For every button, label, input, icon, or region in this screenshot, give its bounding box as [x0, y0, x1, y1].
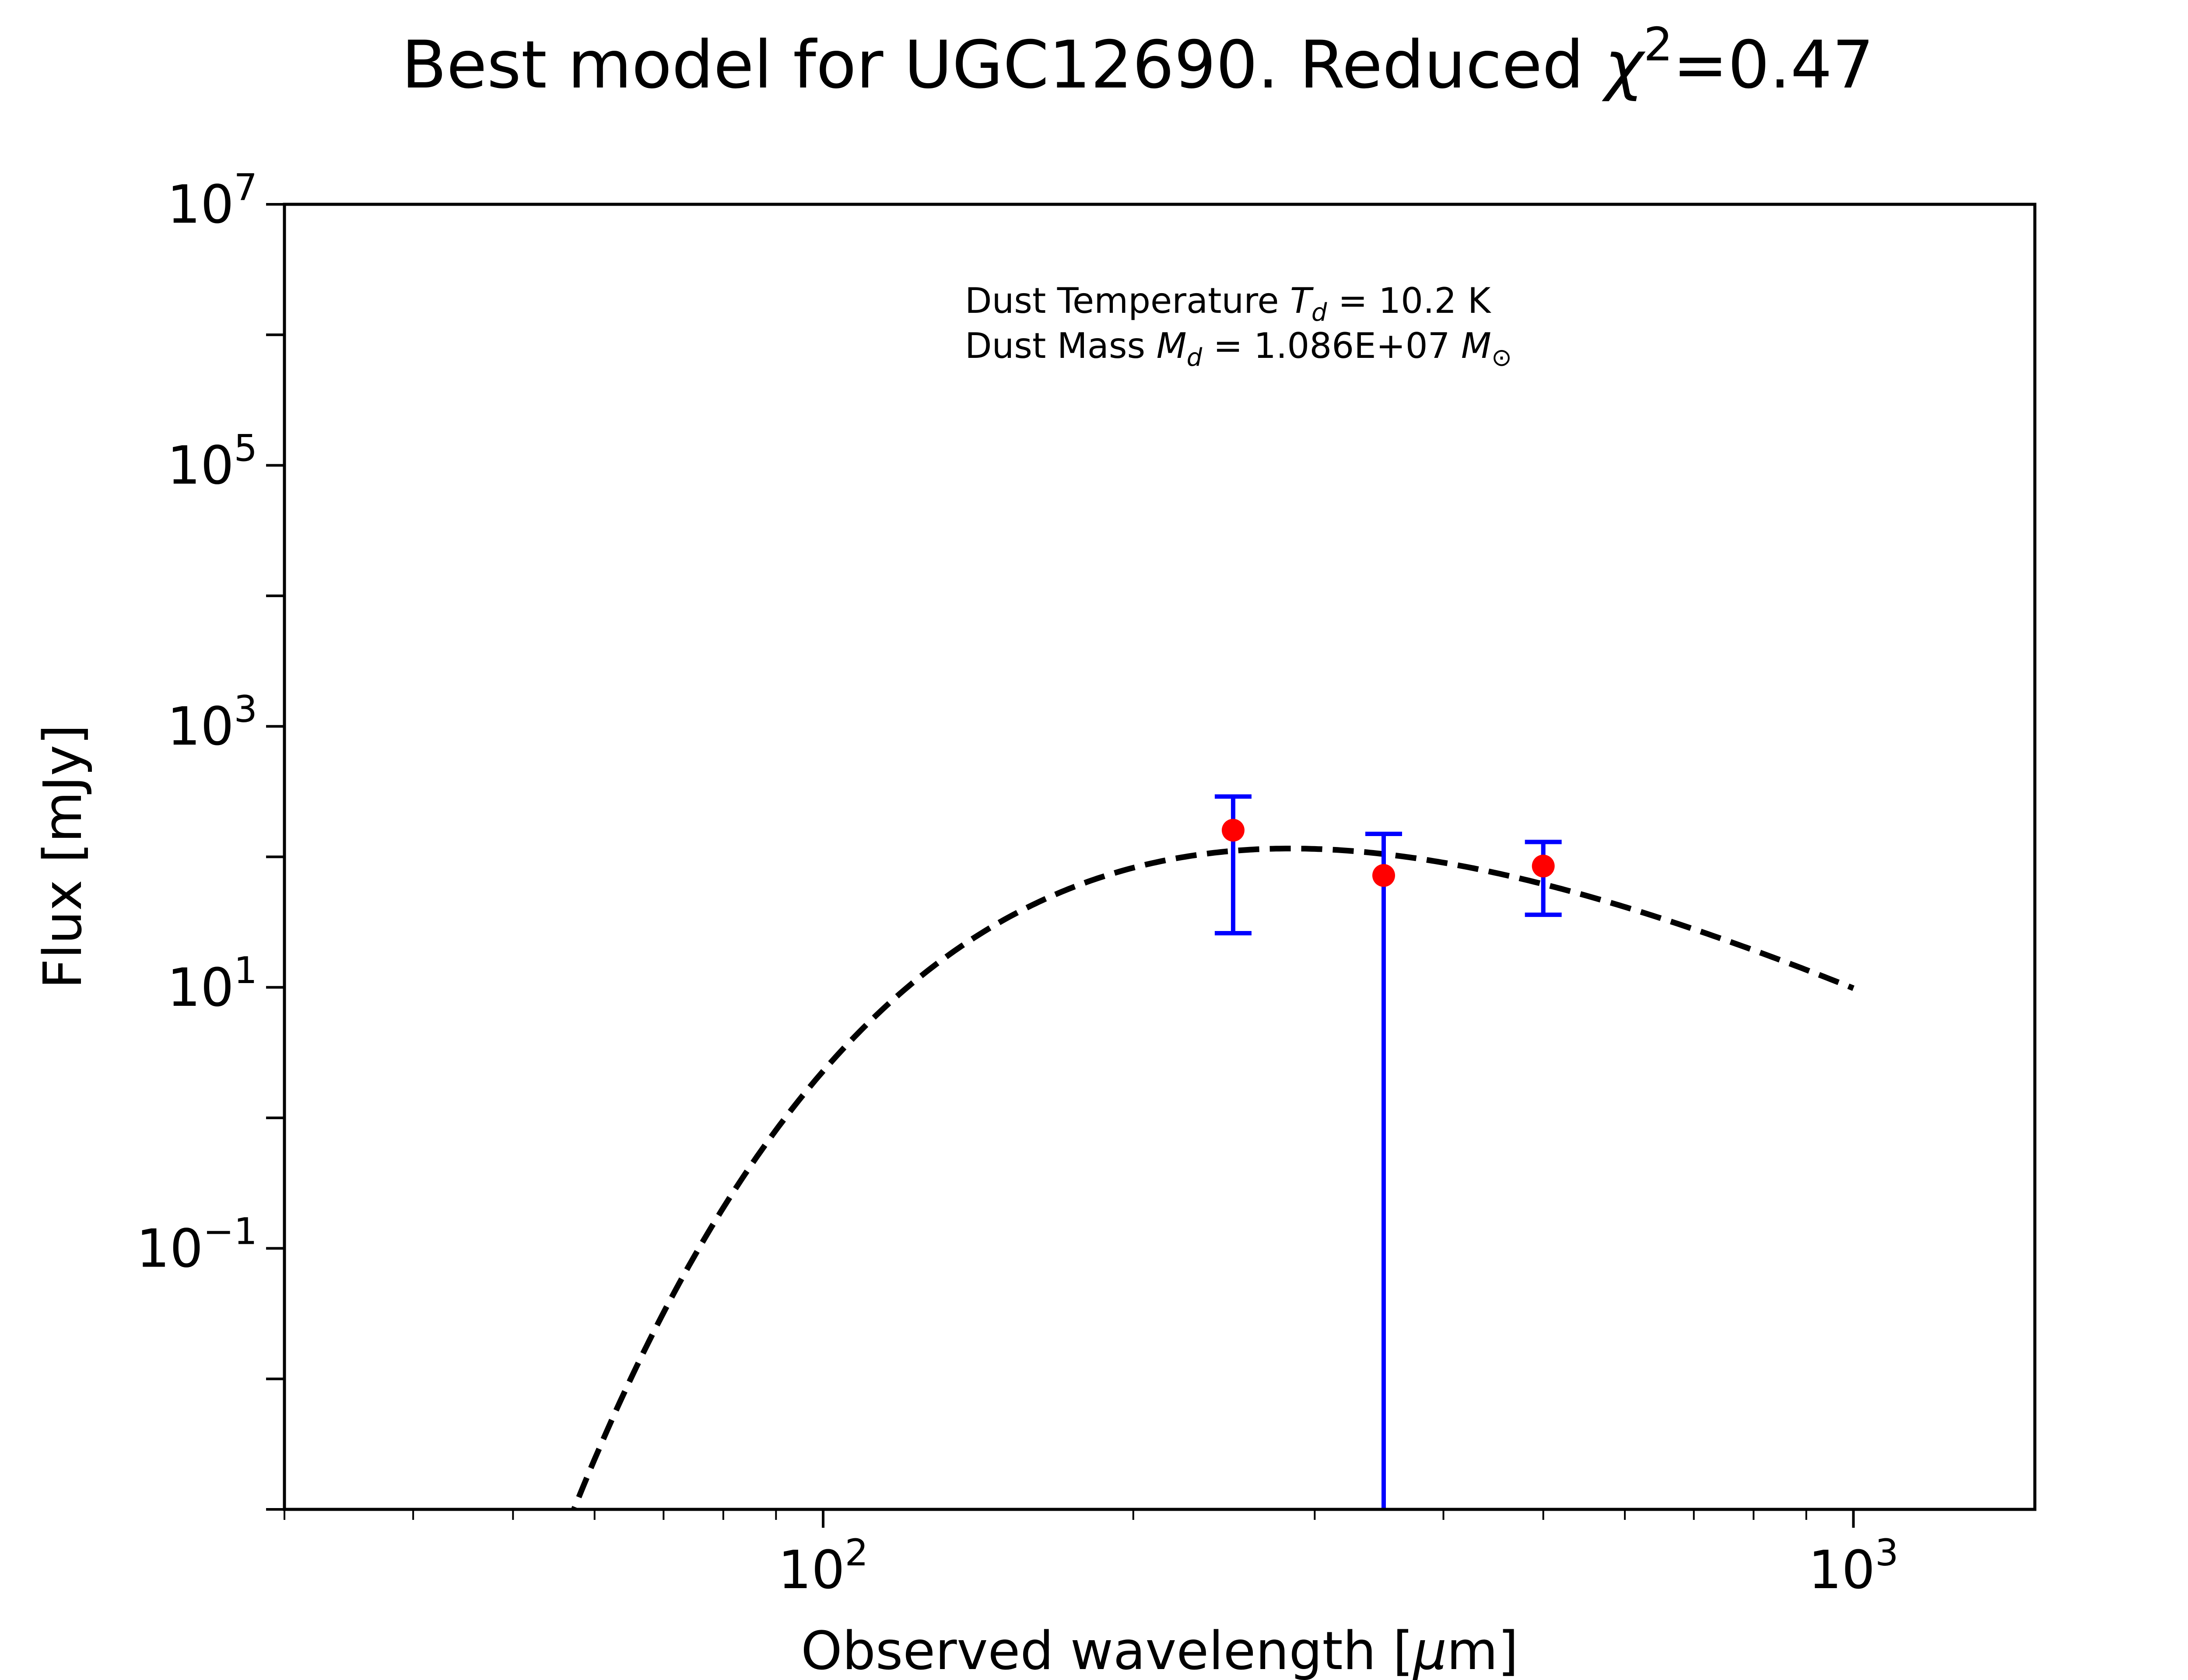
y-tick-label: 101 — [167, 949, 257, 1018]
y-tick-label: 103 — [167, 688, 257, 757]
x-axis-label: Observed wavelength [μm] — [801, 1621, 1518, 1680]
y-tick-label: 107 — [167, 166, 257, 235]
dust-temperature-annotation: Dust Temperature Td = 10.2 K — [965, 280, 1492, 327]
x-tick-label: 103 — [1808, 1531, 1898, 1601]
data-point — [1532, 854, 1555, 878]
y-tick-label: 105 — [167, 427, 257, 497]
model-curve — [571, 846, 1855, 1509]
x-tick-label: 102 — [778, 1531, 868, 1601]
y-tick-label: 10−1 — [136, 1210, 257, 1279]
y-axis-label: Flux [mJy] — [33, 724, 94, 989]
dust-mass-annotation: Dust Mass Md = 1.086E+07 M⊙ — [965, 326, 1512, 372]
data-point — [1221, 819, 1245, 842]
data-point — [1372, 864, 1395, 887]
chart-title: Best model for UGC12690. Reduced χ2=0.47 — [402, 18, 1874, 103]
